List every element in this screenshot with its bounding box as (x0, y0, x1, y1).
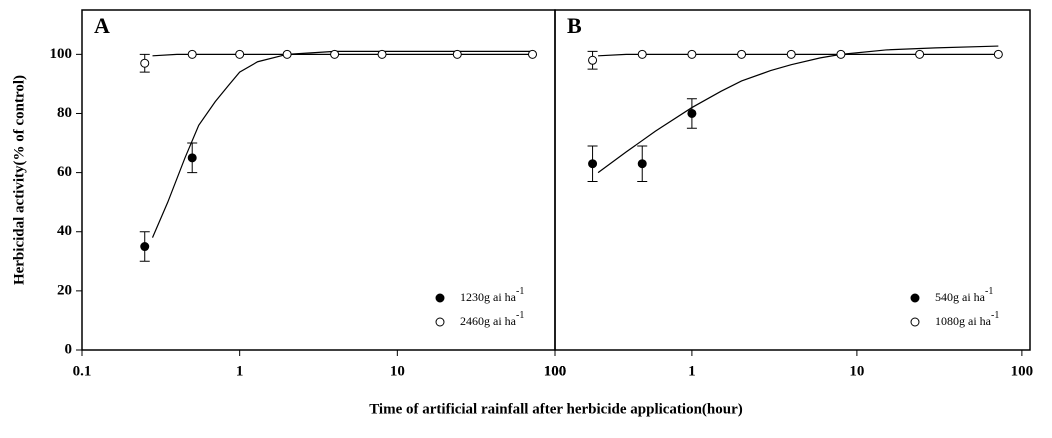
data-point (528, 49, 538, 59)
data-point (637, 49, 647, 59)
data-point (687, 108, 697, 118)
data-point (915, 49, 925, 59)
legend-label: 540g ai ha-1 (935, 286, 993, 303)
legend-marker (910, 293, 920, 303)
data-point (282, 49, 292, 59)
x-tick-label: 0.1 (73, 363, 92, 379)
data-point (452, 49, 462, 59)
fit-curve (152, 53, 533, 57)
panel-label: B (567, 13, 582, 38)
fit-curve (597, 45, 999, 174)
x-tick-label: 10 (390, 363, 405, 379)
legend-marker (435, 293, 445, 303)
x-tick-label: 10 (849, 363, 864, 379)
data-point (993, 49, 1003, 59)
y-tick-label: 60 (57, 164, 72, 180)
data-point (235, 49, 245, 59)
data-point (588, 55, 598, 65)
legend-name: 540g ai ha (935, 290, 986, 304)
panel-label: A (94, 13, 110, 38)
data-point (330, 49, 340, 59)
legend-name: 1230g ai ha (460, 290, 517, 304)
data-point (187, 49, 197, 59)
legend-label: 2460g ai ha-1 (460, 310, 524, 327)
legend-name: 2460g ai ha (460, 314, 517, 328)
fit-curve (151, 50, 533, 238)
legend-marker (435, 317, 445, 327)
x-axis-label: Time of artificial rainfall after herbic… (369, 401, 743, 417)
data-point (187, 153, 197, 163)
y-tick-label: 20 (57, 282, 72, 298)
plot-frame (554, 9, 1031, 351)
x-tick-label: 100 (1011, 363, 1034, 379)
legend-sup: -1 (516, 286, 524, 297)
data-point (836, 49, 846, 59)
x-tick-label: 100 (544, 363, 567, 379)
data-point (737, 49, 747, 59)
data-point (140, 242, 150, 252)
legend-name: 1080g ai ha (935, 314, 992, 328)
legend-sup: -1 (516, 310, 524, 321)
y-tick-label: 100 (50, 46, 73, 62)
y-tick-label: 40 (57, 223, 72, 239)
legend-sup: -1 (991, 310, 999, 321)
legend-sup: -1 (985, 286, 993, 297)
x-tick-label: 1 (688, 363, 696, 379)
x-tick-label: 100 (544, 363, 567, 379)
data-point (588, 159, 598, 169)
data-point (637, 159, 647, 169)
legend-marker (910, 317, 920, 327)
y-tick-label: 0 (65, 341, 73, 357)
y-tick-label: 80 (57, 105, 72, 121)
data-point (377, 49, 387, 59)
legend-label: 1080g ai ha-1 (935, 310, 999, 327)
data-point (786, 49, 796, 59)
fit-curve (598, 53, 999, 57)
y-axis-label: Herbicidal activity(% of control) (11, 75, 27, 285)
data-point (687, 49, 697, 59)
x-tick-label: 1 (236, 363, 244, 379)
data-point (140, 58, 150, 68)
legend-label: 1230g ai ha-1 (460, 286, 524, 303)
